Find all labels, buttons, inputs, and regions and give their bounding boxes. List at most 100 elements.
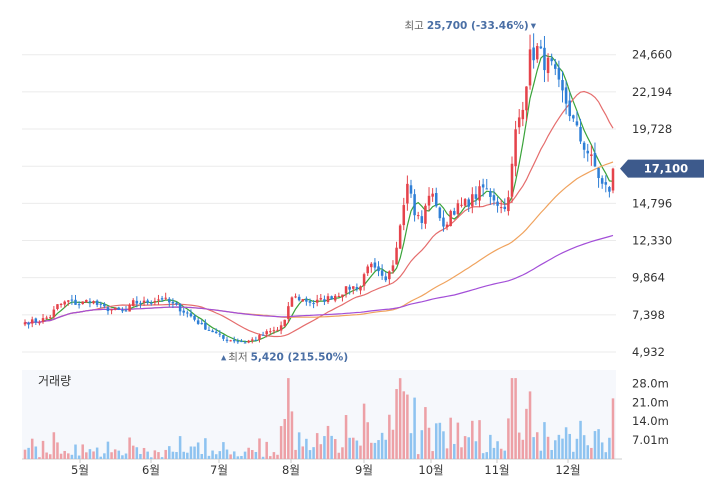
candle[interactable] <box>240 339 243 343</box>
volume-bar[interactable] <box>193 446 196 459</box>
volume-bar[interactable] <box>608 437 611 459</box>
candle[interactable] <box>142 296 146 306</box>
candle[interactable] <box>348 284 351 295</box>
candle[interactable] <box>579 118 582 144</box>
candle[interactable] <box>99 301 103 309</box>
volume-bar[interactable] <box>532 437 535 459</box>
volume-bar[interactable] <box>211 450 214 459</box>
volume-bar[interactable] <box>95 447 99 459</box>
volume-bar[interactable] <box>290 411 294 459</box>
candle[interactable] <box>279 321 283 335</box>
candle[interactable] <box>503 198 507 212</box>
volume-bar[interactable] <box>276 454 279 459</box>
candle[interactable] <box>294 293 297 299</box>
candle[interactable] <box>431 188 434 202</box>
volume-bar[interactable] <box>305 438 308 459</box>
candle[interactable] <box>258 333 261 343</box>
candle[interactable] <box>413 189 416 222</box>
candle[interactable] <box>265 329 268 338</box>
candle[interactable] <box>525 86 528 122</box>
volume-bar[interactable] <box>77 455 81 459</box>
candle[interactable] <box>539 39 543 50</box>
candle[interactable] <box>276 327 279 332</box>
candle[interactable] <box>330 295 333 300</box>
candle[interactable] <box>175 301 178 306</box>
candle[interactable] <box>110 308 113 315</box>
volume-bar[interactable] <box>38 457 41 459</box>
volume-bar[interactable] <box>366 422 369 459</box>
volume-bar[interactable] <box>171 451 175 459</box>
candle[interactable] <box>543 35 546 83</box>
volume-bar[interactable] <box>186 452 189 459</box>
volume-bar[interactable] <box>474 441 478 459</box>
volume-bar[interactable] <box>525 408 528 459</box>
candle[interactable] <box>95 299 99 308</box>
volume-bar[interactable] <box>582 435 586 459</box>
candle[interactable] <box>478 180 481 208</box>
candle[interactable] <box>56 304 59 311</box>
candle[interactable] <box>41 313 45 324</box>
candle[interactable] <box>81 301 84 305</box>
volume-bar[interactable] <box>388 414 391 459</box>
candle[interactable] <box>193 313 196 322</box>
candle[interactable] <box>164 292 167 301</box>
volume-bar[interactable] <box>265 441 268 459</box>
volume-bar[interactable] <box>139 454 142 459</box>
candle[interactable] <box>467 197 470 213</box>
volume-bar[interactable] <box>218 451 222 459</box>
candle[interactable] <box>568 92 571 122</box>
candle[interactable] <box>23 319 27 327</box>
candle[interactable] <box>131 298 135 307</box>
candle[interactable] <box>153 297 157 306</box>
volume-bar[interactable] <box>323 436 326 459</box>
candle[interactable] <box>146 298 149 305</box>
volume-bar[interactable] <box>557 434 561 459</box>
candle[interactable] <box>229 339 232 342</box>
candle[interactable] <box>27 321 30 329</box>
volume-bar[interactable] <box>384 439 387 459</box>
volume-bar[interactable] <box>611 398 615 459</box>
candle[interactable] <box>85 299 88 303</box>
candle[interactable] <box>149 300 153 306</box>
volume-bar[interactable] <box>449 417 452 459</box>
candle[interactable] <box>247 339 250 344</box>
candle[interactable] <box>460 197 463 208</box>
candle[interactable] <box>222 334 225 342</box>
volume-bar[interactable] <box>442 431 445 459</box>
volume-bar[interactable] <box>117 450 121 459</box>
volume-bar[interactable] <box>528 391 532 459</box>
volume-bar[interactable] <box>251 450 254 459</box>
candle[interactable] <box>38 320 41 326</box>
candle[interactable] <box>121 307 124 314</box>
volume-bar[interactable] <box>232 451 236 459</box>
volume-bar[interactable] <box>568 433 571 459</box>
volume-bar[interactable] <box>236 456 240 459</box>
volume-bar[interactable] <box>471 420 474 459</box>
candle[interactable] <box>528 34 532 90</box>
candle[interactable] <box>211 329 214 333</box>
volume-bar[interactable] <box>124 453 128 459</box>
candle[interactable] <box>312 300 315 309</box>
volume-bar[interactable] <box>196 442 200 459</box>
volume-bar[interactable] <box>597 429 600 459</box>
volume-bar[interactable] <box>409 433 413 459</box>
volume-bar[interactable] <box>481 453 485 459</box>
candle[interactable] <box>362 272 366 291</box>
volume-bar[interactable] <box>207 455 211 459</box>
volume-bar[interactable] <box>521 439 525 459</box>
candle[interactable] <box>315 294 319 307</box>
volume-bar[interactable] <box>175 451 178 459</box>
candle[interactable] <box>34 317 38 325</box>
candle[interactable] <box>366 264 369 277</box>
volume-bar[interactable] <box>200 453 204 459</box>
candle[interactable] <box>168 297 171 307</box>
volume-bar[interactable] <box>189 446 193 459</box>
volume-bar[interactable] <box>539 450 543 459</box>
candle[interactable] <box>510 156 514 203</box>
candle[interactable] <box>384 272 387 283</box>
volume-bar[interactable] <box>326 425 330 459</box>
candle[interactable] <box>218 330 222 338</box>
volume-bar[interactable] <box>579 420 582 459</box>
volume-bar[interactable] <box>586 445 590 459</box>
candle[interactable] <box>182 307 185 316</box>
